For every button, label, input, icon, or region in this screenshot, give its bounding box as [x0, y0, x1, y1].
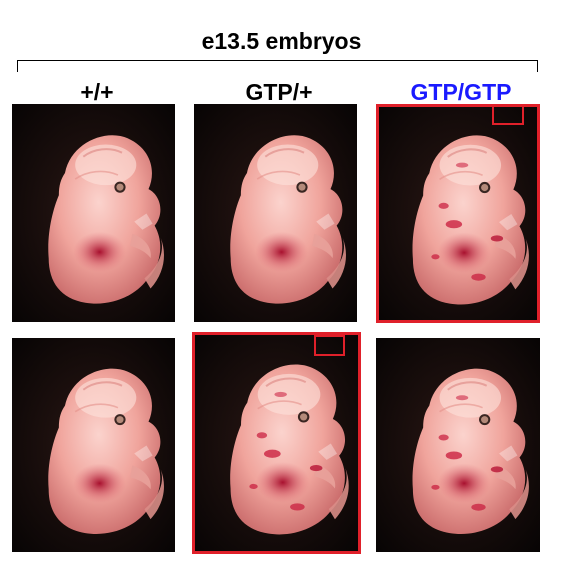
panel-wt-bottom [12, 338, 175, 552]
panel-hom-top [376, 104, 540, 323]
embryo-image [12, 104, 175, 322]
panel-het-bottom [193, 333, 360, 553]
panel-wt-top [12, 104, 175, 322]
panel-het-top [194, 104, 357, 322]
column-label-hom: GTP/GTP [410, 79, 512, 105]
genotype-bracket [17, 60, 538, 72]
inset-marker-hom-top [492, 105, 524, 125]
inset-marker-het-bottom [314, 335, 345, 356]
column-label-wt: +/+ [80, 79, 114, 105]
highlight-frame-hom-top [376, 104, 540, 323]
panel-hom-bottom [376, 338, 540, 552]
embryo-image [376, 338, 540, 552]
embryo-image [194, 104, 357, 322]
column-label-het: GTP/+ [245, 79, 313, 105]
embryo-image [12, 338, 175, 552]
figure-title: e13.5 embryos [201, 28, 362, 54]
highlight-frame-het-bottom [192, 332, 361, 554]
